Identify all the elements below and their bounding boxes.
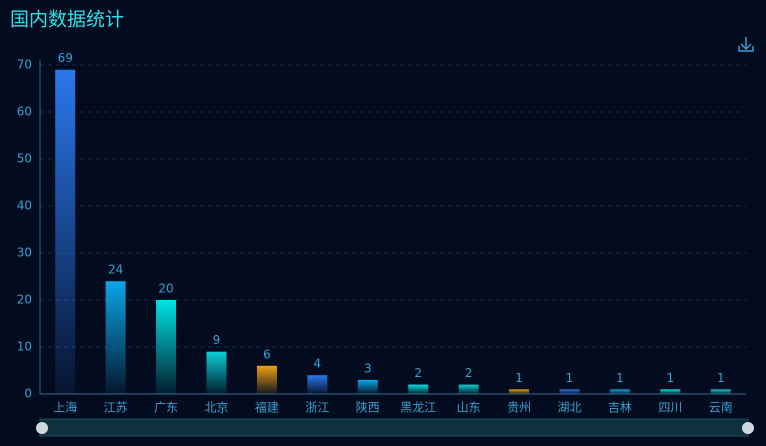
bar <box>509 389 530 394</box>
value-label: 2 <box>465 366 473 380</box>
y-tick-label: 60 <box>17 105 32 119</box>
bar <box>256 365 277 394</box>
x-tick-label: 广东 <box>154 401 178 415</box>
y-tick-label: 10 <box>17 340 32 354</box>
value-label: 3 <box>364 361 372 375</box>
x-tick-label: 江苏 <box>104 401 128 415</box>
x-tick-label: 福建 <box>255 400 279 415</box>
zoom-track <box>39 418 749 437</box>
x-tick-label: 上海 <box>53 400 77 415</box>
bar <box>609 389 630 394</box>
value-label: 2 <box>414 366 422 380</box>
bar <box>660 389 681 394</box>
bar <box>206 351 227 394</box>
bar <box>156 300 177 394</box>
value-label: 69 <box>58 51 73 65</box>
bar <box>458 384 479 394</box>
y-tick-label: 0 <box>24 387 32 401</box>
bar <box>105 281 126 394</box>
value-label: 6 <box>263 347 271 361</box>
value-label: 24 <box>108 263 123 277</box>
x-tick-label: 贵州 <box>507 401 531 415</box>
y-tick-label: 70 <box>17 58 32 72</box>
x-tick-label: 湖北 <box>557 400 581 415</box>
zoom-handle[interactable] <box>36 422 48 434</box>
value-label: 1 <box>667 371 675 385</box>
download-icon[interactable] <box>738 37 754 52</box>
x-tick-label: 山东 <box>457 401 481 415</box>
bar <box>357 379 378 394</box>
bar <box>55 69 76 394</box>
x-tick-label: 四川 <box>658 401 682 415</box>
value-label: 1 <box>515 371 523 385</box>
value-label: 20 <box>158 282 173 296</box>
data-zoom[interactable] <box>36 418 754 437</box>
value-label: 1 <box>566 371 574 385</box>
y-tick-label: 20 <box>17 293 32 307</box>
x-tick-label: 云南 <box>709 400 733 415</box>
bar <box>307 375 328 394</box>
y-tick-label: 30 <box>17 246 32 260</box>
bar <box>710 389 731 394</box>
value-label: 4 <box>314 357 322 371</box>
x-tick-label: 吉林 <box>608 401 632 415</box>
y-tick-label: 50 <box>17 152 32 166</box>
x-tick-label: 北京 <box>204 401 228 415</box>
value-label: 1 <box>616 371 624 385</box>
bar <box>559 389 580 394</box>
bar <box>408 384 429 394</box>
value-label: 9 <box>213 333 221 347</box>
x-tick-label: 黑龙江 <box>400 401 436 415</box>
zoom-handle[interactable] <box>742 422 754 434</box>
x-tick-label: 浙江 <box>305 401 329 415</box>
x-tick-label: 陕西 <box>356 400 380 415</box>
y-tick-label: 40 <box>17 199 32 213</box>
chart-title: 国内数据统计 <box>10 9 124 31</box>
value-label: 1 <box>717 371 725 385</box>
